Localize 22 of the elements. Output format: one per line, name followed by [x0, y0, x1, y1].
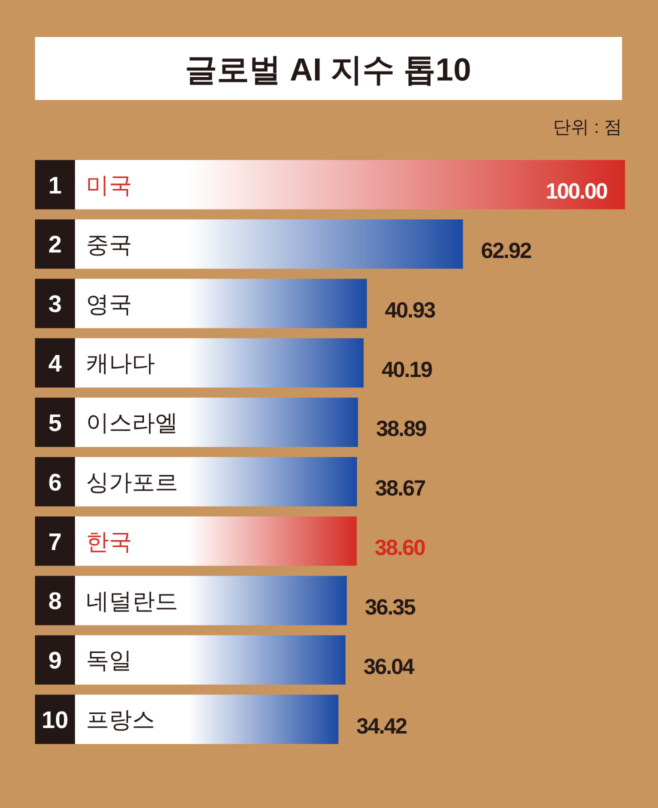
- data-label: 38.60: [374, 535, 426, 560]
- y-tick-label: 6 싱가포르: [48, 468, 178, 496]
- y-tick-label: 8 네덜란드: [48, 588, 178, 616]
- data-label: 62.92: [480, 238, 532, 263]
- data-label: 38.67: [374, 476, 426, 501]
- y-tick-label: 4 캐나다: [48, 350, 155, 378]
- y-tick-label: 5 이스라엘: [48, 410, 178, 437]
- y-tick-label: 10 프랑스: [42, 706, 155, 734]
- y-tick-label: 1 미국: [48, 172, 132, 200]
- text: 단위 : 점: [552, 117, 622, 137]
- chart-title: 글로벌 AI 지수 톱10: [184, 52, 472, 88]
- data-label: 40.93: [384, 297, 436, 322]
- data-label: 34.42: [356, 713, 408, 738]
- y-tick-label: 3 영국: [48, 290, 132, 318]
- data-label: 36.35: [364, 594, 416, 620]
- y-tick-label: 2 중국: [48, 231, 132, 259]
- y-tick-label: 9 독일: [48, 647, 132, 675]
- data-label: 40.19: [382, 356, 432, 382]
- data-label: 38.89: [376, 416, 427, 442]
- data-label: 100.00: [546, 178, 608, 204]
- y-tick-label: 7 한국: [48, 528, 132, 556]
- data-label: 36.04: [363, 654, 416, 679]
